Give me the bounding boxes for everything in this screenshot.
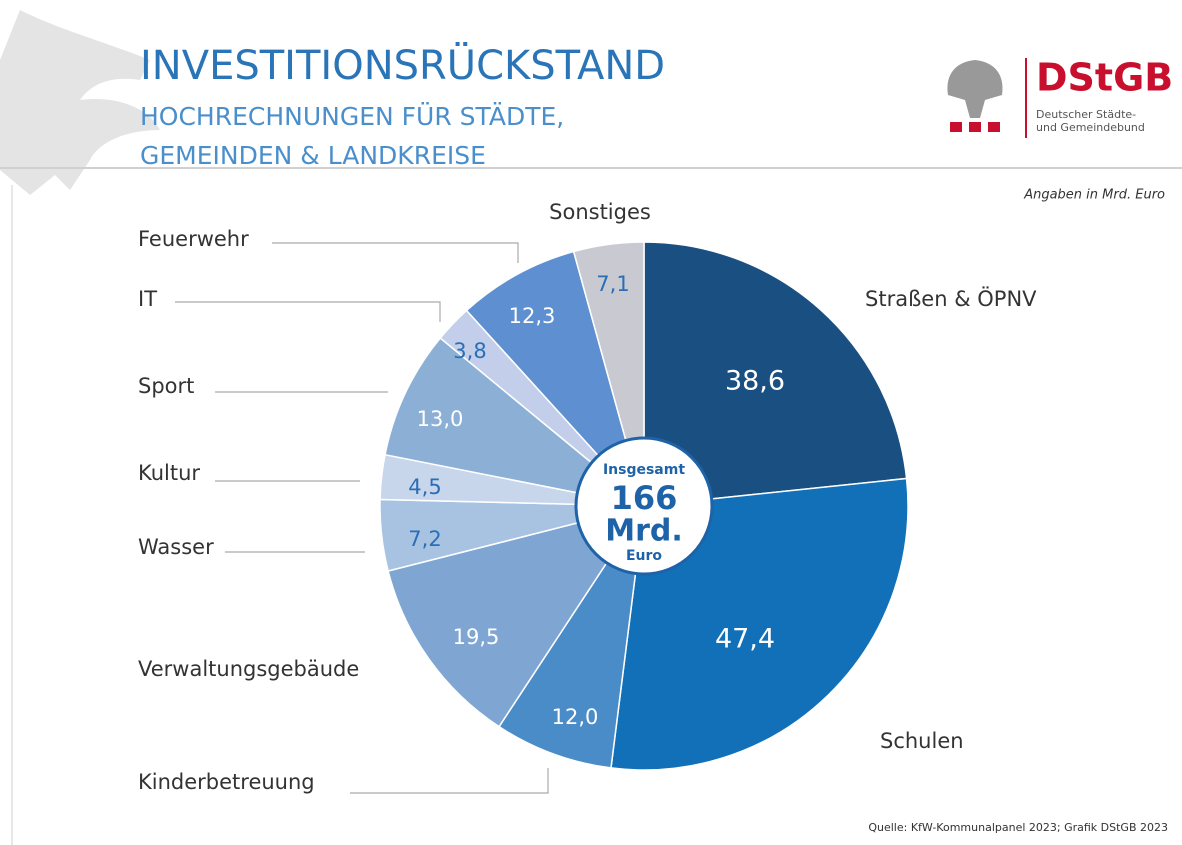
value-label: 19,5 [453, 625, 500, 649]
logo-eagle [947, 60, 1003, 118]
center-disc [574, 436, 714, 576]
slice [465, 250, 645, 507]
subtitle: GEMEINDEN & LANDKREISE [140, 141, 486, 170]
leader-line [350, 768, 549, 794]
title: INVESTITIONSRÜCKSTAND [140, 41, 665, 89]
leader-line [175, 301, 441, 322]
category-label: Schulen [880, 729, 964, 753]
logo: DStGB Deutscher Städte- und Gemeindebund [947, 56, 1173, 138]
eagle-watermark [0, 10, 160, 195]
center-label: Euro [626, 548, 662, 564]
slice [498, 505, 645, 769]
value-label: 47,4 [715, 624, 775, 655]
slice [387, 504, 646, 728]
logo-text: und Gemeindebund [1036, 121, 1145, 134]
logo-text: Deutscher Städte- [1036, 108, 1136, 121]
value-label: 12,3 [509, 304, 556, 328]
category-label: Sonstiges [549, 200, 651, 224]
category-label: IT [138, 287, 157, 311]
center-label: 166 [611, 479, 678, 517]
value-label: 7,1 [596, 272, 629, 296]
value-label: 13,0 [417, 407, 464, 431]
value-label: 3,8 [453, 339, 486, 363]
center-label: Mrd. [605, 514, 683, 549]
value-label: 4,5 [408, 475, 441, 499]
subtitle: HOCHRECHNUNGEN FÜR STÄDTE, [140, 102, 564, 131]
category-label: Sport [138, 374, 194, 398]
leader-line [272, 242, 519, 263]
value-label: 38,6 [725, 366, 785, 397]
note: Angaben in Mrd. Euro [1023, 188, 1165, 203]
category-label: Wasser [138, 535, 214, 559]
slice [643, 241, 908, 507]
slice [384, 337, 645, 507]
category-label: Straßen & ÖPNV [865, 286, 1037, 311]
category-label: Feuerwehr [138, 227, 249, 251]
logo-name: DStGB [1036, 56, 1173, 100]
logo-castles [950, 122, 1000, 132]
center-label: Insgesamt [603, 462, 685, 478]
category-label: Kinderbetreuung [138, 770, 315, 794]
category-label: Verwaltungsgebäude [138, 657, 359, 681]
value-label: 12,0 [552, 705, 599, 729]
value-label: 7,2 [408, 527, 441, 551]
source: Quelle: KfW-Kommunalpanel 2023; Grafik D… [868, 821, 1168, 834]
category-label: Kultur [138, 461, 200, 485]
